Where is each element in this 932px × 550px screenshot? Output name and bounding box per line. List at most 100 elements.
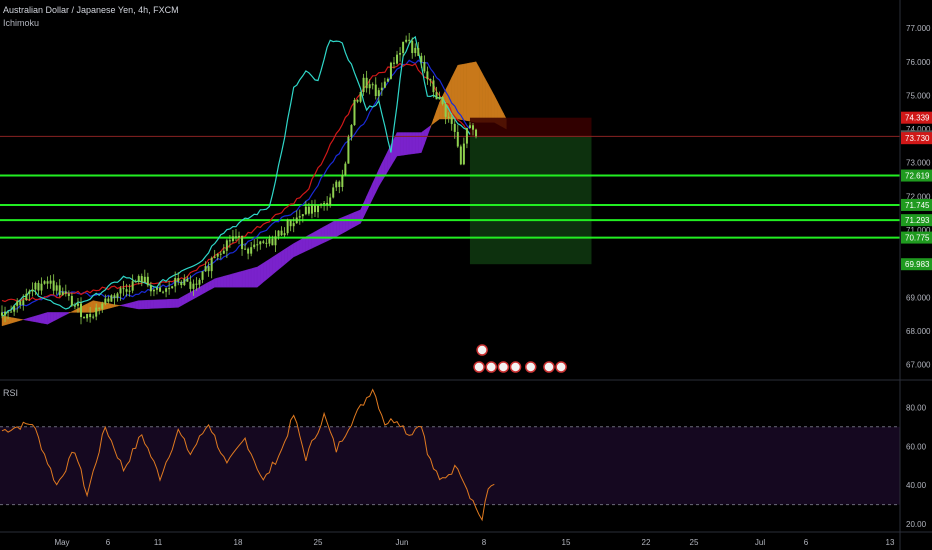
candle-body: [256, 244, 259, 246]
candle-body: [271, 238, 274, 246]
event-marker[interactable]: [497, 361, 510, 373]
candle-body: [295, 217, 298, 224]
cloud-segment: [412, 132, 416, 155]
candle-body: [380, 87, 383, 91]
cloud-segment: [1, 315, 6, 327]
candle-body: [37, 282, 40, 291]
cloud-segment: [244, 269, 249, 288]
cloud-segment: [293, 241, 297, 258]
event-marker[interactable]: [509, 361, 522, 373]
rsi-band: [0, 426, 900, 505]
rsi-panel[interactable]: [0, 388, 900, 522]
candle-body: [225, 240, 228, 251]
candle-body: [207, 266, 210, 272]
price-badge[interactable]: [901, 214, 932, 227]
candle-body: [31, 289, 34, 292]
candle-body: [374, 84, 377, 97]
cloud-segment: [418, 132, 422, 154]
cloud-segment: [53, 312, 57, 322]
event-markers[interactable]: [473, 344, 567, 373]
candle-body: [459, 146, 462, 165]
candle-body: [152, 289, 155, 292]
candle-body: [347, 136, 350, 164]
indicator-label[interactable]: Ichimoku: [3, 18, 40, 28]
time-tick-label: 6: [804, 538, 809, 547]
cloud-segment: [190, 290, 194, 301]
candle-body: [149, 285, 152, 292]
candle-body: [228, 240, 231, 242]
candle-body: [107, 298, 110, 302]
price-badge[interactable]: [901, 111, 932, 124]
candle-body: [247, 248, 250, 254]
cloud-segment: [171, 298, 176, 308]
event-marker[interactable]: [543, 361, 555, 373]
candle-body: [95, 307, 98, 317]
candle-body: [292, 223, 295, 227]
cloud-segment: [29, 316, 33, 322]
cloud-segment: [74, 308, 79, 313]
candle-body: [64, 291, 67, 294]
candle-body: [201, 271, 204, 280]
price-badge[interactable]: [901, 169, 932, 182]
horizontal-levels[interactable]: [0, 135, 900, 239]
cloud-segment: [35, 314, 39, 323]
cloud-segment: [466, 62, 471, 122]
candle-body: [180, 281, 183, 286]
price-badge-label: 73.730: [905, 134, 930, 143]
price-badge[interactable]: [901, 258, 932, 271]
candle-body: [244, 248, 247, 250]
event-marker[interactable]: [473, 361, 485, 373]
candle-body: [417, 47, 420, 56]
rsi-label[interactable]: RSI: [3, 388, 19, 398]
position-zones[interactable]: [469, 117, 592, 265]
candle-body: [49, 280, 52, 284]
candle-body: [92, 316, 95, 318]
cloud-segment: [366, 189, 370, 211]
cloud-segment: [451, 71, 455, 120]
event-marker[interactable]: [555, 361, 567, 373]
price-badge[interactable]: [901, 198, 932, 211]
price-tick-label: 68.000: [906, 327, 931, 336]
cloud-segment: [311, 231, 316, 249]
candle-body: [253, 244, 256, 248]
candle-body: [216, 254, 219, 257]
candle-body: [219, 253, 222, 255]
candle-body: [189, 281, 192, 289]
price-badge[interactable]: [901, 132, 932, 145]
cloud-segment: [427, 125, 431, 136]
cloud-segment: [460, 63, 465, 121]
rsi-tick-label: 80.00: [906, 403, 927, 412]
cloud-segment: [117, 304, 121, 307]
event-marker[interactable]: [485, 361, 497, 373]
target-zone[interactable]: [469, 136, 592, 265]
candle-body: [119, 288, 122, 294]
cloud-segment: [275, 252, 279, 273]
stop-zone[interactable]: [469, 117, 592, 137]
cloud-segment: [50, 312, 54, 323]
candle-body: [34, 282, 37, 290]
cloud-segment: [120, 304, 124, 307]
candle-body: [402, 41, 405, 53]
cloud-segment: [232, 272, 237, 288]
cloud-segment: [226, 274, 231, 288]
candle-body: [116, 293, 119, 299]
cloud-segment: [205, 281, 209, 293]
cloud-segment: [348, 213, 352, 231]
event-marker[interactable]: [476, 344, 488, 356]
candle-body: [329, 197, 332, 205]
candle-body: [204, 266, 207, 272]
candle-body: [146, 276, 149, 286]
cloud-segment: [41, 313, 45, 324]
cloud-segment: [290, 243, 294, 260]
price-badge-label: 69.983: [905, 260, 930, 269]
cloud-segment: [478, 67, 483, 123]
candle-body: [471, 125, 474, 130]
event-marker[interactable]: [524, 361, 537, 373]
price-badge-label: 71.745: [905, 201, 930, 210]
cloud-segment: [272, 254, 276, 276]
price-badge[interactable]: [901, 231, 932, 244]
candle-body: [171, 286, 174, 289]
cloud-segment: [345, 214, 349, 233]
cloud-segment: [123, 303, 127, 308]
